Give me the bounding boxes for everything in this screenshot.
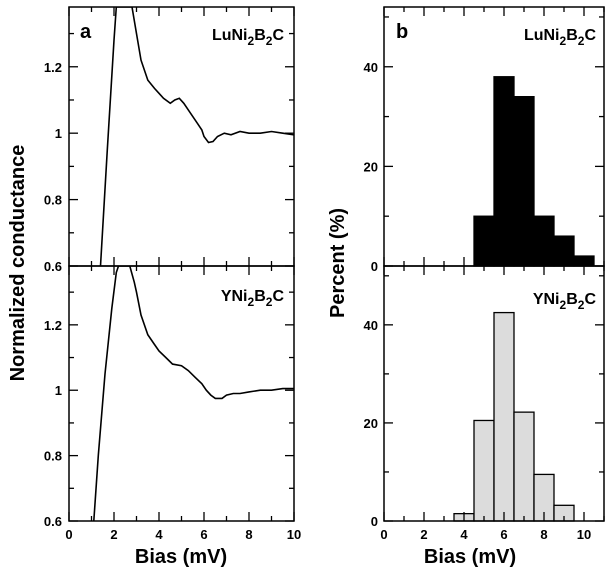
x-tick-label: 6: [500, 527, 507, 542]
x-tick-label: 8: [540, 527, 547, 542]
y-tick-label: 0: [371, 259, 378, 274]
compound-label: LuNi2B2C: [212, 27, 284, 48]
panel-a-letter: a: [80, 21, 92, 43]
panel-a: 0.6 0.8 1 1.2 LuNi2B2C 0.6 0.8 1 1.2 YNi2B2C 0 2 4 6…: [7, 6, 301, 568]
compound-label: YNi2B2C: [533, 291, 597, 312]
y-tick-label: 20: [364, 416, 378, 431]
x-tick-label: 4: [155, 527, 163, 542]
histogram-bar: [513, 96, 535, 267]
y-tick-label: 0.8: [44, 449, 62, 464]
y-tick-label: 0.6: [44, 259, 62, 274]
y-tick-label: 40: [364, 318, 378, 333]
compound-label: LuNi2B2C: [524, 27, 596, 48]
conductance-curve: [99, 7, 294, 266]
y-tick-label: 40: [364, 60, 378, 75]
histogram-bar: [473, 215, 495, 267]
y-tick-label: 1: [55, 383, 62, 398]
histogram-bar: [513, 411, 535, 522]
y-tick-label: 20: [364, 159, 378, 174]
x-tick-label: 6: [200, 527, 207, 542]
x-tick-label: 2: [110, 527, 117, 542]
x-tick-label: 4: [460, 527, 468, 542]
conductance-curve: [93, 266, 294, 521]
x-tick-label: 8: [245, 527, 252, 542]
panel-a-y-axis-title: Normalized conductance: [7, 145, 29, 382]
x-tick-label: 10: [577, 527, 591, 542]
panel-b-bottom: 0 20 40 YNi2B2C 0 2 4 6 8 10: [364, 265, 605, 542]
y-tick-label: 1.2: [44, 60, 62, 75]
panel-a-bottom: 0.6 0.8 1 1.2 YNi2B2C 0 2 4 6 8 10: [44, 265, 301, 542]
plot-frame: [383, 265, 605, 522]
y-tick-label: 0.6: [44, 514, 62, 529]
panel-b-top: 0 20 40 LuNi2B2C: [364, 6, 605, 274]
histogram-bar: [473, 419, 495, 522]
panel-b-letter: b: [396, 21, 408, 43]
compound-label: YNi2B2C: [221, 288, 285, 309]
panel-a-x-axis-title: Bias (mV): [135, 546, 227, 568]
histogram-bar: [493, 76, 515, 267]
panel-b-y-axis-title: Percent (%): [327, 208, 349, 318]
y-tick-label: 0: [371, 514, 378, 529]
y-tick-label: 0.8: [44, 193, 62, 208]
x-tick-label: 2: [420, 527, 427, 542]
y-tick-label: 1.2: [44, 318, 62, 333]
histogram-bar: [493, 311, 515, 522]
panel-a-top: 0.6 0.8 1 1.2 LuNi2B2C: [44, 6, 295, 274]
x-tick-label: 0: [65, 527, 72, 542]
y-tick-label: 1: [55, 126, 62, 141]
x-tick-label: 10: [287, 527, 301, 542]
panel-b-x-axis-title: Bias (mV): [424, 546, 516, 568]
x-tick-label: 0: [380, 527, 387, 542]
panel-b: 0 20 40 LuNi2B2C 0 20 40 YNi2B2C 0 2 4 6 8 10 b Perc…: [327, 6, 605, 568]
plot-frame: [68, 265, 295, 522]
